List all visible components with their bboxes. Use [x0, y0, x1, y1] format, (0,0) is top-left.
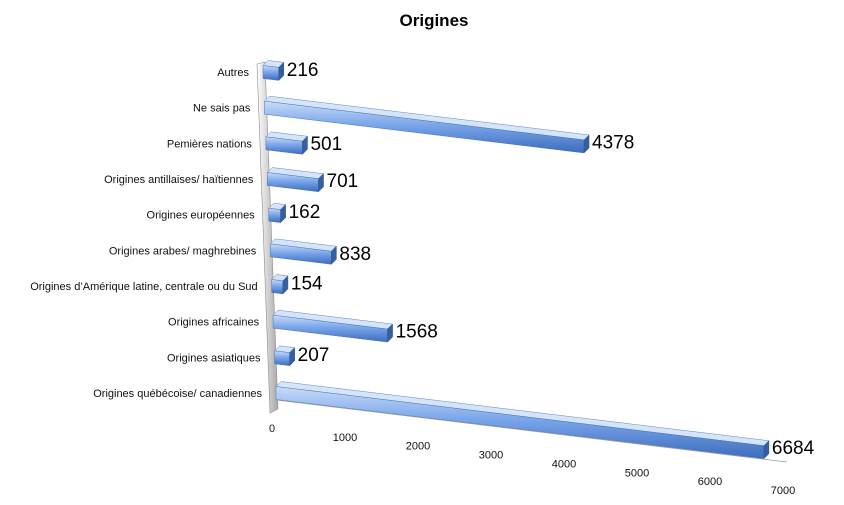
bar-end-cap: [282, 275, 289, 295]
data-label: 216: [287, 60, 319, 81]
category-label: Origines européennes: [147, 210, 256, 222]
x-tick-label: 4000: [552, 458, 576, 470]
bar-end-cap: [318, 173, 324, 193]
x-tick-label: 5000: [625, 467, 649, 479]
category-label: Pemières nations: [167, 138, 252, 150]
bar-end-cap: [387, 323, 393, 343]
category-label: Origines africaines: [168, 317, 260, 329]
bar: [271, 279, 284, 295]
data-label: 162: [289, 202, 321, 223]
chart-title: Origines: [400, 11, 469, 30]
bar-end-cap: [302, 135, 308, 155]
data-label: 701: [327, 171, 359, 192]
bar-end-cap: [289, 347, 295, 367]
category-label: Ne sais pas: [193, 103, 251, 115]
category-label: Origines asiatiques: [167, 352, 261, 364]
chart-back-wall: [256, 61, 279, 414]
x-tick-label: 6000: [698, 476, 722, 488]
bar-end-cap: [583, 134, 590, 154]
x-tick-label: 3000: [479, 450, 503, 462]
category-label: Autres: [217, 67, 249, 79]
x-tick-label: 2000: [406, 441, 430, 453]
bar-end-cap: [280, 203, 286, 224]
x-tick-label: 7000: [771, 485, 795, 497]
data-label: 501: [310, 134, 342, 155]
data-label: 838: [339, 244, 371, 265]
data-label: 1568: [396, 322, 438, 343]
bar: [275, 386, 765, 459]
x-tick-label: 0: [269, 423, 275, 435]
category-label: Origines antillaises/ haïtiennes: [104, 174, 254, 186]
bar-end-cap: [278, 61, 285, 82]
bar-end-cap: [331, 245, 337, 265]
category-label: Origines arabes/ maghrebines: [109, 245, 257, 257]
data-label: 207: [298, 345, 330, 366]
x-axis-line: [275, 399, 788, 463]
category-label: Origines d’Amérique latine, centrale ou …: [30, 281, 257, 293]
data-label: 4378: [592, 132, 634, 153]
bar: [268, 207, 281, 223]
bar: [274, 350, 290, 366]
bar-end-cap: [763, 440, 770, 460]
bar: [262, 65, 280, 81]
data-label: 6684: [772, 438, 815, 459]
category-label: Origines québécoise/ canadiennes: [93, 388, 262, 400]
x-tick-label: 1000: [333, 432, 357, 444]
data-label: 154: [291, 273, 323, 294]
